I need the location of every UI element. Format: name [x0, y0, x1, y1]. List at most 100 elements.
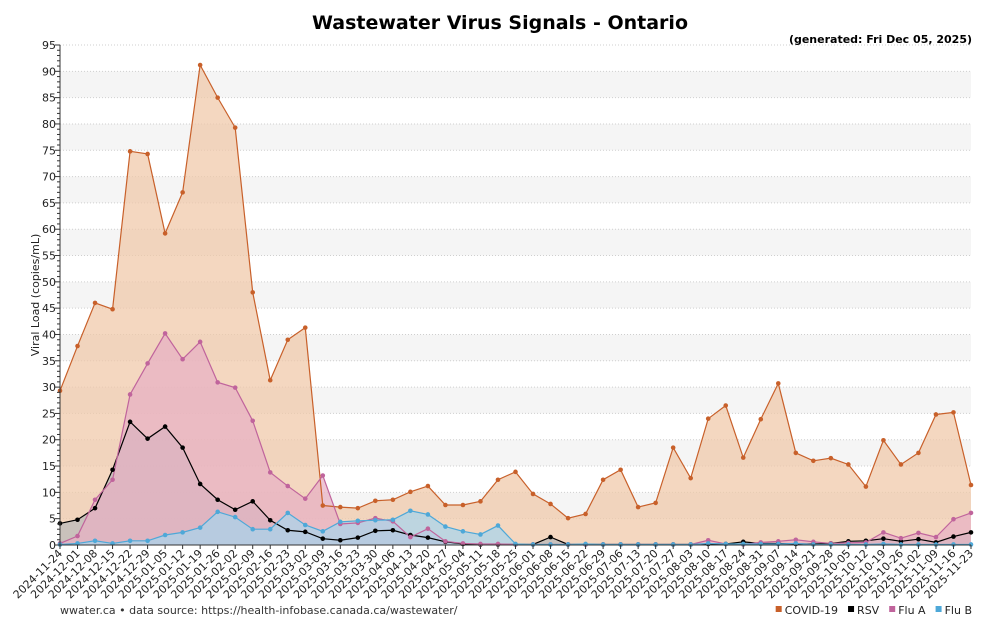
- point-covid-19: [863, 484, 869, 489]
- point-rsv: [898, 539, 904, 544]
- point-flu-b: [162, 532, 168, 538]
- point-covid-19: [933, 412, 939, 417]
- point-flu-b: [478, 532, 483, 537]
- chart-subtitle: (generated: Fri Dec 05, 2025): [789, 33, 972, 46]
- y-tick-label: 40: [42, 328, 56, 341]
- y-tick-label: 60: [42, 223, 56, 236]
- point-flu-b: [600, 542, 606, 547]
- point-flu-a: [705, 537, 711, 543]
- point-rsv: [916, 536, 921, 542]
- y-tick-label: 45: [42, 302, 56, 315]
- point-covid-19: [180, 190, 185, 195]
- point-flu-b: [320, 529, 326, 534]
- y-tick-label: 30: [42, 381, 56, 394]
- point-flu-a: [145, 361, 150, 366]
- point-rsv: [250, 499, 256, 504]
- point-flu-a: [127, 392, 133, 397]
- point-flu-b: [127, 538, 133, 544]
- point-flu-b: [565, 542, 571, 547]
- point-rsv: [180, 445, 185, 450]
- point-flu-a: [267, 470, 273, 475]
- point-flu-b: [951, 542, 956, 547]
- point-flu-a: [320, 473, 326, 478]
- point-flu-b: [863, 542, 869, 547]
- point-flu-b: [92, 538, 98, 544]
- point-flu-a: [92, 497, 98, 503]
- point-flu-b: [443, 524, 448, 529]
- y-tick-label: 95: [42, 39, 56, 52]
- point-flu-b: [635, 542, 641, 547]
- point-flu-b: [285, 510, 291, 516]
- point-covid-19: [425, 483, 431, 489]
- point-covid-19: [758, 416, 764, 422]
- point-covid-19: [705, 416, 711, 421]
- point-flu-b: [267, 526, 273, 532]
- x-tick-labels: 2024-11-242024-12-012024-12-082024-12-15…: [11, 547, 976, 601]
- point-flu-b: [618, 542, 623, 547]
- point-covid-19: [478, 499, 483, 504]
- point-covid-19: [302, 325, 308, 330]
- y-tick-label: 0: [49, 539, 56, 552]
- point-covid-19: [408, 489, 413, 495]
- point-flu-b: [302, 522, 308, 528]
- point-flu-a: [793, 537, 799, 543]
- legend-swatch-flu-b: [935, 606, 942, 612]
- point-covid-19: [565, 515, 571, 521]
- point-rsv: [162, 424, 168, 429]
- point-flu-b: [250, 526, 256, 532]
- point-covid-19: [635, 504, 641, 510]
- y-tick-label: 90: [42, 65, 56, 78]
- point-flu-b: [425, 512, 431, 517]
- point-covid-19: [390, 497, 396, 503]
- point-flu-b: [232, 514, 238, 520]
- y-tick-label: 65: [42, 197, 56, 210]
- point-flu-b: [460, 529, 466, 534]
- point-rsv: [951, 534, 956, 539]
- point-rsv: [881, 536, 886, 541]
- point-flu-b: [355, 518, 361, 524]
- y-tick-label: 80: [42, 118, 56, 131]
- legend-label-covid-19: COVID-19: [785, 604, 838, 617]
- point-rsv: [968, 530, 974, 535]
- point-flu-b: [197, 525, 203, 530]
- point-flu-b: [530, 542, 536, 547]
- y-tick-label: 15: [42, 460, 56, 473]
- point-flu-b: [653, 542, 658, 547]
- point-flu-a: [408, 534, 413, 540]
- point-covid-19: [968, 482, 974, 488]
- point-rsv: [232, 507, 238, 513]
- point-covid-19: [267, 377, 273, 383]
- point-flu-a: [881, 530, 886, 535]
- point-covid-19: [548, 501, 553, 507]
- point-rsv: [127, 419, 133, 425]
- point-flu-a: [75, 533, 80, 539]
- point-covid-19: [320, 503, 326, 508]
- point-covid-19: [355, 505, 361, 511]
- point-rsv: [145, 436, 150, 441]
- point-covid-19: [145, 151, 150, 157]
- point-flu-b: [828, 542, 834, 547]
- point-flu-b: [968, 542, 974, 547]
- point-flu-a: [951, 516, 956, 522]
- point-rsv: [285, 527, 291, 533]
- y-tick-labels: 0 5 10 15 20 25 30 35 40 45 50 55 60 65 70 75 80 85 90 95: [42, 39, 56, 552]
- point-covid-19: [688, 475, 693, 481]
- point-covid-19: [197, 62, 203, 68]
- point-covid-19: [916, 450, 921, 456]
- point-covid-19: [793, 450, 799, 456]
- point-covid-19: [846, 462, 851, 467]
- y-axis-label: Viral Load (copies/mL): [29, 234, 42, 357]
- point-covid-19: [373, 498, 378, 504]
- footer-source: wwater.ca • data source: https://health-…: [60, 604, 458, 617]
- point-covid-19: [215, 95, 220, 100]
- point-flu-b: [846, 542, 851, 547]
- point-flu-a: [443, 539, 448, 544]
- y-tick-label: 25: [42, 407, 56, 420]
- point-covid-19: [513, 469, 518, 475]
- point-flu-b: [495, 523, 501, 528]
- point-flu-a: [425, 526, 431, 531]
- point-covid-19: [127, 149, 133, 154]
- legend-swatch-covid-19: [775, 606, 782, 612]
- point-flu-a: [285, 483, 291, 489]
